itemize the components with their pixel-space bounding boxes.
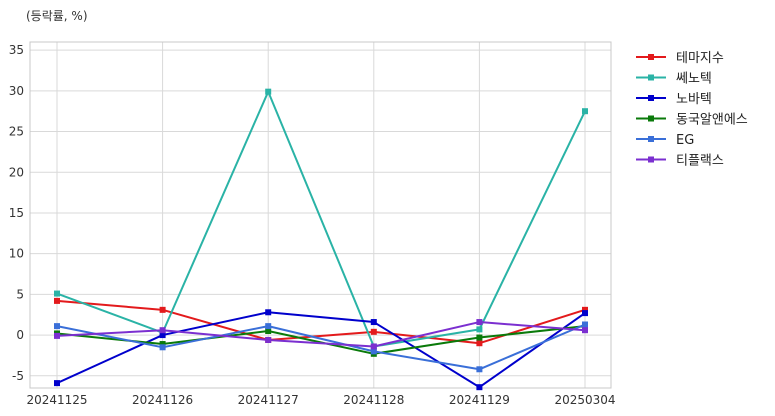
series-lines — [54, 88, 588, 391]
data-point — [54, 332, 60, 339]
data-point — [370, 348, 377, 355]
unit-label: (등락률, %) — [26, 9, 88, 23]
data-point — [476, 366, 483, 373]
legend-item: 티플랙스 — [636, 154, 724, 169]
series-4 — [54, 323, 588, 357]
y-tick-label: 20 — [9, 165, 24, 179]
x-tick-label: 20241126 — [132, 393, 193, 407]
legend-swatch-marker — [648, 54, 654, 60]
series-line — [56, 323, 586, 371]
data-point — [582, 108, 588, 115]
data-point — [476, 334, 483, 341]
data-point — [159, 327, 166, 334]
data-point — [159, 306, 166, 313]
legend-label: 쎄노텍 — [676, 72, 712, 87]
y-tick-label: 5 — [16, 287, 24, 301]
legend-label: 티플랙스 — [676, 154, 724, 169]
data-point — [54, 380, 60, 387]
data-point — [370, 328, 377, 335]
data-point — [476, 319, 483, 326]
data-point — [265, 88, 272, 95]
series-6 — [54, 319, 588, 350]
data-point — [265, 309, 272, 316]
series-2 — [54, 88, 588, 350]
legend-swatch-marker — [648, 74, 654, 81]
data-point — [582, 306, 588, 313]
legend-label: 동국알앤에스 — [676, 113, 748, 128]
x-tick-label: 20241128 — [343, 393, 404, 407]
y-tick-label: 10 — [9, 247, 24, 261]
data-point — [54, 323, 60, 330]
y-tick-label: 0 — [16, 328, 24, 342]
data-point — [159, 332, 166, 339]
x-tick-label: 20241127 — [238, 393, 299, 407]
data-point — [265, 323, 272, 330]
y-tick-label: -5 — [12, 369, 24, 383]
series-line — [56, 299, 586, 345]
series-line — [56, 90, 586, 348]
legend-label: 노바텍 — [676, 92, 712, 107]
data-point — [54, 297, 60, 304]
y-tick-label: 30 — [9, 84, 24, 98]
data-point — [159, 341, 166, 348]
legend-item: 동국알앤에스 — [636, 113, 748, 128]
legend-item: 노바텍 — [636, 92, 712, 107]
x-tick-label: 20241125 — [26, 393, 87, 407]
legend-item: 쎄노텍 — [636, 72, 712, 87]
data-point — [582, 310, 588, 317]
plot-frame — [29, 41, 612, 389]
data-point — [582, 321, 588, 328]
legend-swatch-marker — [648, 136, 654, 142]
data-point — [370, 343, 377, 350]
series-line — [56, 325, 586, 355]
legend-label: 테마지수 — [676, 51, 724, 66]
data-point — [265, 336, 272, 343]
data-point — [476, 384, 483, 391]
y-tick-label: 15 — [9, 206, 24, 220]
data-point — [54, 290, 60, 297]
legend-item: 테마지수 — [636, 51, 724, 66]
data-point — [476, 340, 483, 347]
y-tick-label: 35 — [9, 43, 24, 57]
legend-swatch-marker — [648, 156, 654, 163]
data-point — [159, 344, 166, 351]
data-point — [370, 319, 377, 326]
axes: -5 0 5 10 15 20 25 30 35 20241125 20241126 20241127… — [9, 41, 616, 407]
legend-swatch-marker — [648, 115, 654, 122]
legend-item: EG — [636, 133, 694, 148]
data-point — [476, 326, 483, 333]
x-tick-label: 20241129 — [449, 393, 510, 407]
legend-swatch-marker — [648, 95, 654, 101]
data-point — [265, 328, 272, 335]
x-tick-label: 20250304 — [554, 393, 615, 407]
y-tick-label: 25 — [9, 125, 24, 139]
legend-label: EG — [676, 133, 694, 148]
data-point — [582, 327, 588, 334]
series-line — [56, 321, 586, 348]
series-5 — [54, 321, 588, 373]
